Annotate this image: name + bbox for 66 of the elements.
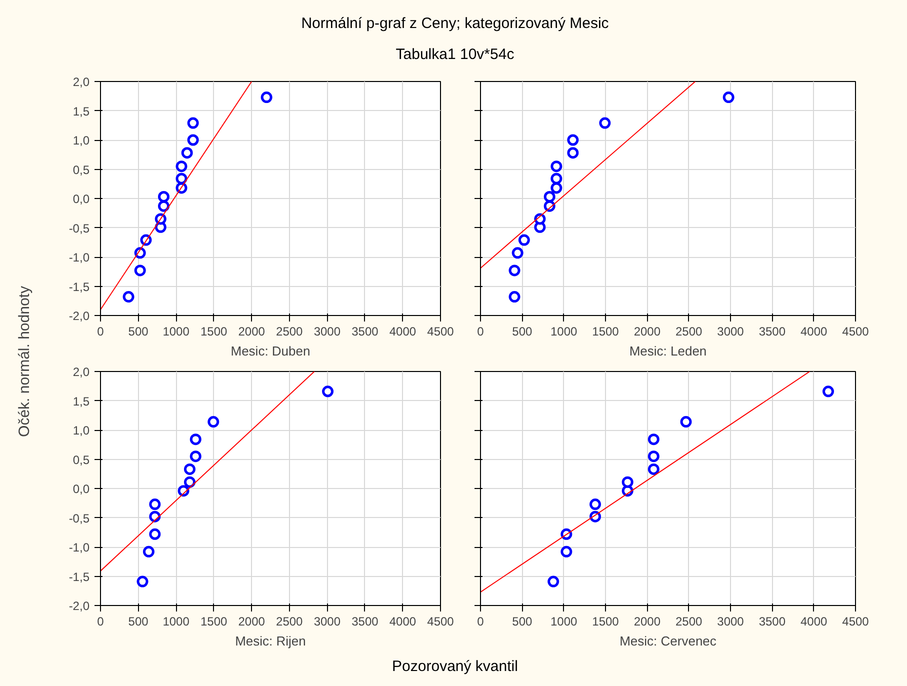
y-tick-label: -1,5 [68,570,90,584]
text: Pozorovaný kvantil [392,656,518,677]
x-tick-label: 1000 [162,614,190,628]
x-tick-label: 3500 [352,324,379,338]
x-axis-title: Mesic: Duben [230,343,310,358]
x-tick-label: 1000 [162,324,190,338]
y-tick-label: 1,0 [72,133,90,148]
x-tick-label: 3500 [352,614,379,628]
y-tick-label: 0,0 [72,482,90,496]
x-tick-label: 3000 [314,324,341,338]
x-tick-label: 4000 [389,614,416,628]
x-axis-title: Mesic: Rijen [235,633,306,648]
x-tick-label: 3000 [717,614,744,628]
y-tick-label: -1,0 [68,250,90,264]
x-tick-label: 1500 [592,614,620,628]
chart-subtitle: Tabulka1 10v*54c [396,45,514,66]
x-tick-label: 4000 [800,614,828,628]
x-tick-label: 1000 [550,614,578,628]
x-tick-label: 1500 [200,614,228,628]
x-tick-label: 4000 [389,324,416,338]
x-tick-label: 3500 [758,614,786,628]
x-tick-label: 1500 [592,324,620,338]
x-tick-label: 2500 [675,324,703,338]
x-tick-label: 0 [477,614,484,628]
x-tick-label: 4000 [800,324,828,338]
x-tick-label: 4500 [842,614,870,628]
y-tick-label: 1,5 [72,394,90,408]
y-tick-label: -1,5 [68,280,90,294]
x-tick-label: 2000 [634,324,661,338]
y-tick-label: 0,5 [72,162,90,177]
y-tick-label: 0,5 [72,452,90,467]
x-tick-label: 500 [128,614,149,628]
x-tick-label: 1500 [200,324,228,338]
y-tick-label: -1,0 [68,540,90,554]
x-axis-title: Mesic: Leden [629,343,707,358]
y-tick-label: -2,0 [68,308,90,323]
x-tick-label: 500 [512,614,533,628]
y-tick-label: 0,0 [72,192,90,206]
x-tick-label: 500 [512,324,533,338]
x-tick-label: 0 [97,614,104,628]
y-tick-label: 1,5 [72,104,90,118]
x-tick-label: 500 [128,324,149,338]
x-tick-label: 2000 [634,614,661,628]
x-tick-label: 4500 [842,324,870,338]
x-tick-label: 3000 [314,614,341,628]
y-tick-label: 1,0 [72,423,90,438]
y-tick-label: -0,5 [68,511,90,526]
x-tick-label: 2500 [276,614,304,628]
y-tick-label: 2,0 [72,74,90,89]
x-tick-label: 2000 [238,324,266,338]
y-tick-label: -2,0 [68,598,90,613]
chart-title: Normální p-graf z Ceny; kategorizovaný Mesic [301,14,609,34]
x-tick-label: 0 [97,324,104,338]
y-tick-label: -0,5 [68,221,90,236]
x-tick-label: 3000 [717,324,744,338]
x-tick-label: 4500 [427,614,454,628]
y-tick-label: 2,0 [72,364,90,379]
x-tick-label: 2500 [675,614,703,628]
x-tick-label: 3500 [758,324,786,338]
x-tick-label: 4500 [427,324,454,338]
x-tick-label: 2500 [276,324,304,338]
x-tick-label: 0 [477,324,484,338]
x-tick-label: 2000 [238,614,266,628]
x-tick-label: 1000 [550,324,578,338]
x-axis-title: Mesic: Cervenec [620,633,717,648]
y-axis-title: Očék. normál. hodnoty [16,285,33,437]
